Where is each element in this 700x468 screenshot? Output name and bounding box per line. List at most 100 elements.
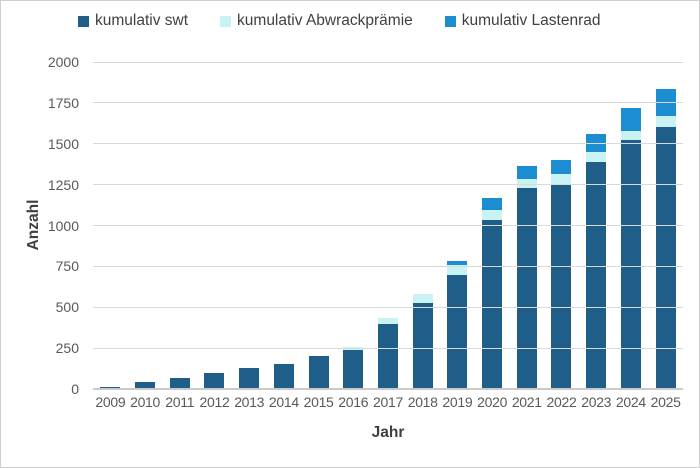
bar-2012: [204, 372, 225, 389]
legend-swatch-abwrackpraemie: [220, 15, 232, 27]
bar-2011: [169, 377, 190, 389]
gridline-1500: [93, 143, 683, 145]
gridline-0: [93, 388, 683, 390]
bar-segment-2023-kumulativ-abwrackprämie: [586, 151, 607, 162]
x-tick-label-2025: 2025: [650, 394, 681, 410]
gridline-750: [93, 265, 683, 267]
bar-slot-2012: [197, 62, 232, 389]
bar-slot-2020: [475, 62, 510, 389]
bar-2010: [135, 382, 156, 389]
x-tick-label-2021: 2021: [511, 394, 542, 410]
x-axis-title: Jahr: [371, 424, 405, 441]
bar-segment-2022-kumulativ-lastenrad: [551, 160, 572, 175]
bar-segment-2021-kumulativ-lastenrad: [516, 165, 537, 179]
bar-segment-2020-kumulativ-swt: [482, 219, 503, 389]
bar-2022: [551, 160, 572, 389]
gridline-1750: [93, 102, 683, 104]
bar-segment-2010-kumulativ-swt: [135, 382, 156, 389]
bar-slot-2011: [162, 62, 197, 389]
bar-2021: [516, 165, 537, 389]
bar-slot-2015: [301, 62, 336, 389]
y-tick-label-0: 0: [71, 381, 79, 397]
x-tick-label-2012: 2012: [199, 394, 230, 410]
legend: kumulativ swt kumulativ Abwrackprämie ku…: [78, 12, 600, 30]
y-tick-label-2000: 2000: [47, 54, 79, 70]
gridline-500: [93, 306, 683, 308]
bar-segment-2025-kumulativ-swt: [655, 126, 676, 389]
bar-segment-2015-kumulativ-swt: [308, 356, 329, 389]
x-tick-label-2020: 2020: [477, 394, 508, 410]
bar-segment-2024-kumulativ-lastenrad: [620, 107, 641, 131]
y-axis-ticks: 0 250 500 750 1000 1250 1500 1750 2000: [1, 1, 79, 467]
x-tick-label-2014: 2014: [268, 394, 299, 410]
bar-slot-2024: [614, 62, 649, 389]
y-tick-label-750: 750: [55, 258, 79, 275]
bar-segment-2020-kumulativ-lastenrad: [482, 197, 503, 210]
bar-segment-2024-kumulativ-abwrackprämie: [620, 130, 641, 141]
gridline-250: [93, 347, 683, 349]
x-axis-ticks: 2009 2010 2011 2012 2013 2014 2015 2016 2017 2018…: [93, 394, 683, 410]
y-tick-label-1500: 1500: [47, 135, 79, 152]
bar-segment-2023-kumulativ-swt: [586, 161, 607, 389]
bar-segment-2009-kumulativ-swt: [100, 386, 121, 389]
x-tick-label-2009: 2009: [95, 394, 126, 410]
bar-segment-2020-kumulativ-abwrackprämie: [482, 209, 503, 220]
legend-label-swt: kumulativ swt: [95, 12, 189, 29]
bar-segment-2019-kumulativ-lastenrad: [447, 260, 468, 265]
legend-item-lastenrad: kumulativ Lastenrad: [444, 12, 601, 30]
bar-segment-2021-kumulativ-abwrackprämie: [516, 178, 537, 188]
bar-slot-2013: [232, 62, 267, 389]
bar-segment-2025-kumulativ-abwrackprämie: [655, 115, 676, 127]
bar-2020: [482, 197, 503, 389]
bar-segment-2014-kumulativ-swt: [273, 363, 294, 389]
bar-segment-2019-kumulativ-swt: [447, 274, 468, 389]
bar-2013: [239, 367, 260, 389]
bar-2009: [100, 386, 121, 389]
bar-segment-2012-kumulativ-swt: [204, 372, 225, 389]
legend-item-swt: kumulativ swt: [78, 12, 188, 30]
bar-2017: [377, 317, 398, 389]
x-tick-label-2019: 2019: [442, 394, 473, 410]
y-tick-label-1250: 1250: [47, 176, 79, 193]
x-tick-label-2015: 2015: [303, 394, 334, 410]
x-tick-label-2018: 2018: [407, 394, 438, 410]
bar-segment-2017-kumulativ-swt: [377, 323, 398, 389]
y-tick-label-1750: 1750: [47, 94, 79, 111]
bar-segment-2017-kumulativ-abwrackprämie: [377, 317, 398, 324]
legend-swatch-lastenrad: [444, 15, 456, 27]
bar-segment-2018-kumulativ-abwrackprämie: [412, 294, 433, 304]
bar-segment-2022-kumulativ-swt: [551, 183, 572, 389]
gridline-2000: [93, 61, 683, 63]
bar-slot-2022: [544, 62, 579, 389]
legend-label-abwrackpraemie: kumulativ Abwrackprämie: [237, 12, 413, 29]
x-tick-label-2023: 2023: [581, 394, 612, 410]
bars-row: [93, 62, 683, 389]
bar-segment-2013-kumulativ-swt: [239, 367, 260, 389]
y-tick-label-500: 500: [55, 299, 79, 316]
bar-slot-2018: [405, 62, 440, 389]
x-tick-label-2024: 2024: [615, 394, 646, 410]
x-tick-label-2010: 2010: [130, 394, 161, 410]
legend-item-abwrackpraemie: kumulativ Abwrackprämie: [220, 12, 413, 30]
bar-segment-2022-kumulativ-abwrackprämie: [551, 174, 572, 184]
bar-slot-2009: [93, 62, 128, 389]
legend-swatch-swt: [78, 15, 89, 27]
x-tick-label-2016: 2016: [338, 394, 369, 410]
bar-2018: [412, 294, 433, 389]
bar-segment-2018-kumulativ-swt: [412, 303, 433, 389]
bar-2023: [586, 133, 607, 389]
legend-label-lastenrad: kumulativ Lastenrad: [461, 12, 601, 29]
bar-slot-2023: [579, 62, 614, 389]
x-tick-label-2017: 2017: [373, 394, 403, 410]
bar-slot-2021: [509, 62, 544, 389]
bar-segment-2023-kumulativ-lastenrad: [586, 133, 607, 152]
bar-segment-2016-kumulativ-swt: [343, 349, 364, 389]
y-tick-label-1000: 1000: [47, 217, 79, 234]
bar-2019: [447, 260, 468, 389]
bar-2016: [343, 346, 364, 389]
gridline-1250: [93, 184, 683, 186]
gridline-1000: [93, 225, 683, 226]
x-tick-label-2013: 2013: [234, 394, 265, 410]
x-tick-label-2011: 2011: [165, 394, 195, 410]
bar-segment-2021-kumulativ-swt: [516, 187, 537, 389]
